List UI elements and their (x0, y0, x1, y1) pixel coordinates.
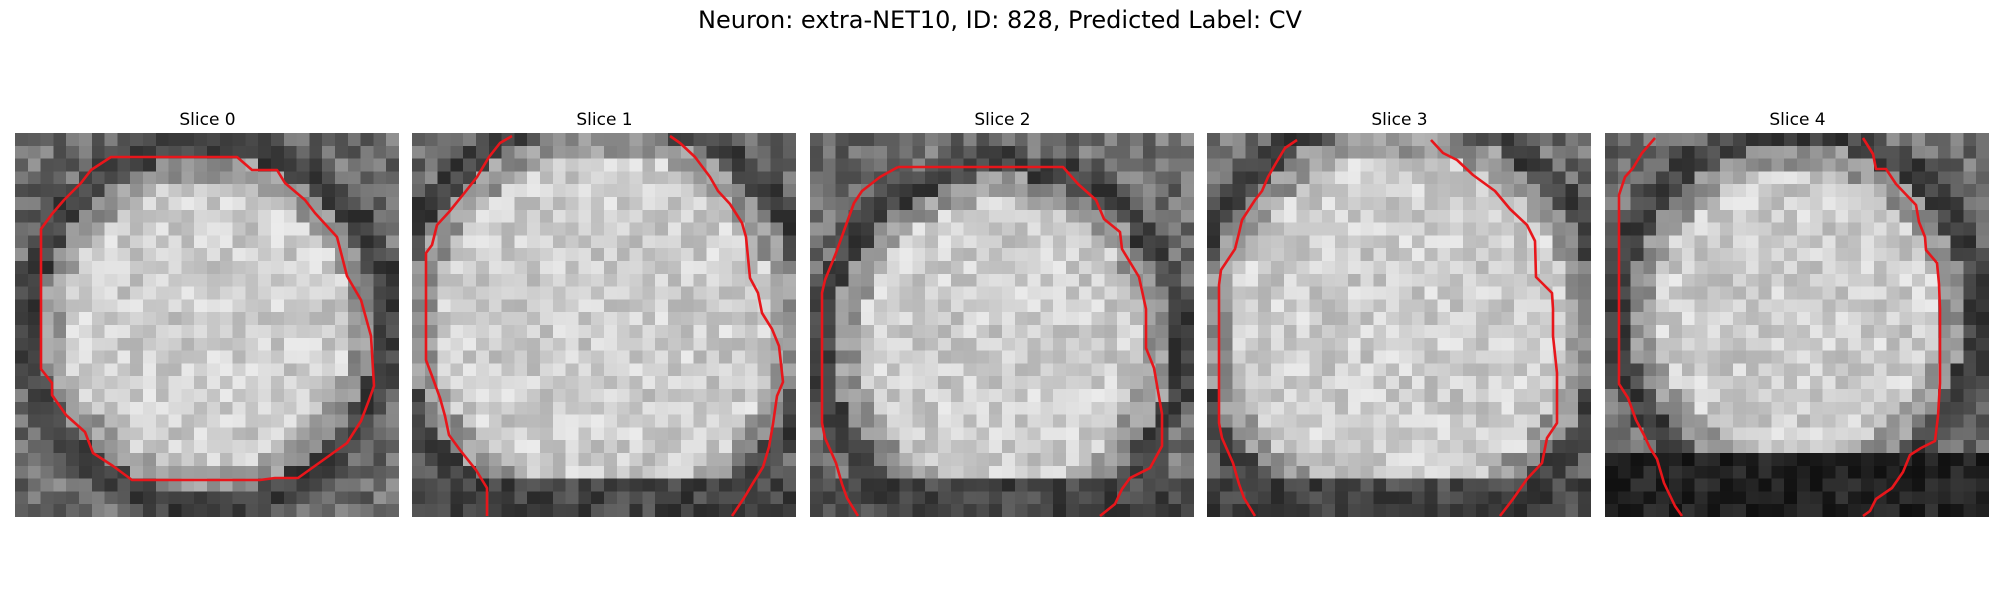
roi-contour (424, 134, 785, 517)
slice-panel-4: Slice 4 (1605, 108, 1990, 517)
slice-image (1207, 133, 1591, 517)
slice-image (1605, 133, 1989, 517)
slice-panel-1: Slice 1 (412, 108, 797, 517)
roi-contour (39, 155, 376, 482)
slice-title: Slice 2 (974, 110, 1031, 130)
slice-image (810, 133, 1194, 517)
roi-contour (1217, 138, 1559, 517)
slice-title: Slice 1 (576, 110, 633, 130)
slice-panel-2: Slice 2 (810, 108, 1195, 517)
slice-title: Slice 0 (179, 110, 236, 130)
slice-image (412, 133, 796, 517)
slice-title: Slice 3 (1371, 110, 1428, 130)
figure-title: Neuron: extra-NET10, ID: 828, Predicted … (698, 6, 1302, 34)
roi-contour (820, 165, 1164, 517)
slice-title: Slice 4 (1769, 110, 1826, 130)
roi-contour (1617, 137, 1942, 517)
slice-panel-3: Slice 3 (1207, 108, 1592, 517)
slice-image (15, 133, 399, 517)
slice-panel-0: Slice 0 (15, 108, 400, 517)
